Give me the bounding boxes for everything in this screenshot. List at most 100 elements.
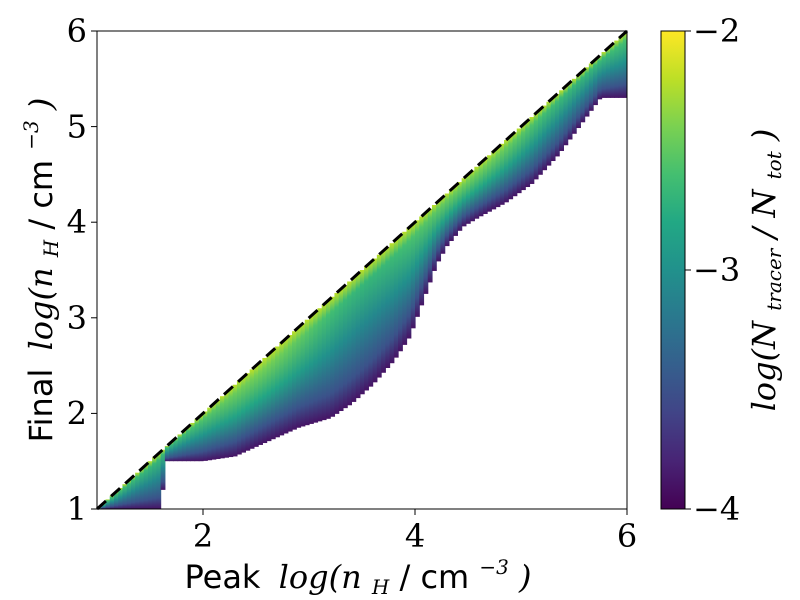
- density-column: [126, 480, 132, 509]
- y-axis-label-close: ): [22, 98, 60, 111]
- density-column: [300, 323, 306, 427]
- density-column: [487, 155, 492, 212]
- density-column: [406, 227, 412, 339]
- density-column: [457, 182, 463, 231]
- density-column: [152, 457, 157, 509]
- density-column: [559, 90, 564, 151]
- density-column: [440, 197, 446, 254]
- density-column: [482, 159, 488, 214]
- density-column: [130, 476, 136, 509]
- density-column: [474, 166, 480, 219]
- density-column: [512, 132, 518, 197]
- density-column: [342, 285, 348, 409]
- colorbar-tick-label: −4: [693, 490, 740, 528]
- density-column: [423, 212, 429, 294]
- density-column: [224, 392, 230, 458]
- density-column: [287, 335, 293, 432]
- density-column: [211, 403, 217, 460]
- colorbar-tick-label: −2: [693, 12, 740, 50]
- density-region: [97, 32, 627, 509]
- density-column: [410, 224, 416, 329]
- density-column: [372, 258, 378, 383]
- y-tick-label: 5: [67, 108, 87, 146]
- density-column: [368, 262, 374, 387]
- density-column: [177, 434, 183, 462]
- density-column: [415, 220, 420, 317]
- y-axis-label-sup: −3: [19, 120, 43, 149]
- density-column: [198, 415, 204, 462]
- density-column: [258, 361, 263, 445]
- density-column: [516, 128, 522, 194]
- x-axis-label-sub: H: [371, 575, 390, 599]
- density-column: [330, 296, 336, 417]
- density-column: [550, 97, 556, 162]
- density-column: [181, 430, 187, 462]
- density-column: [186, 426, 191, 462]
- density-column: [529, 117, 535, 184]
- density-column: [601, 52, 607, 98]
- density-column: [118, 487, 124, 509]
- x-axis-ticks: 2 4 6: [193, 509, 637, 555]
- density-column: [605, 48, 611, 98]
- density-column: [427, 208, 433, 283]
- density-column: [571, 78, 577, 134]
- x-tick-label: 2: [193, 517, 213, 555]
- colorbar-tick-label: −3: [693, 251, 740, 289]
- density-column: [521, 124, 526, 191]
- density-column: [245, 373, 251, 451]
- density-column: [610, 44, 615, 98]
- density-column: [249, 369, 255, 449]
- density-column: [351, 277, 357, 402]
- density-column: [398, 235, 403, 352]
- density-column: [554, 94, 560, 157]
- colorbar-label-sub1: tracer: [762, 247, 786, 311]
- density-column: [169, 442, 174, 462]
- density-column: [347, 281, 352, 406]
- y-axis-ticks: 1 2 3 4 5 6: [67, 12, 97, 528]
- x-axis-label-unit: / cm: [400, 558, 470, 596]
- density-column: [143, 465, 149, 509]
- colorbar-label-sub2: tot: [762, 150, 786, 179]
- density-column: [304, 319, 310, 426]
- density-column: [618, 36, 624, 98]
- density-column: [546, 101, 552, 166]
- plot-frame: [96, 30, 628, 510]
- density-column: [164, 445, 170, 462]
- density-column: [563, 86, 569, 146]
- density-column: [419, 216, 425, 306]
- density-column: [355, 273, 361, 399]
- density-column: [436, 201, 442, 262]
- colorbar-label-math: log(N: [745, 320, 783, 411]
- density-column: [313, 312, 319, 423]
- density-column: [173, 438, 179, 462]
- y-axis-label-sub: H: [39, 239, 63, 258]
- colorbar-label-close: ): [745, 129, 783, 142]
- x-axis-label-sup: −3: [479, 555, 508, 579]
- density-column: [584, 67, 590, 117]
- density-column: [317, 308, 323, 422]
- density-column: [135, 472, 140, 509]
- y-axis-label-unit: / cm: [22, 160, 60, 230]
- density-column: [453, 185, 458, 236]
- density-column: [113, 491, 119, 509]
- density-column: [109, 495, 115, 509]
- colorbar: [660, 30, 686, 510]
- x-axis-label-prefix: Peak: [184, 558, 260, 596]
- density-column: [597, 55, 603, 100]
- density-column: [262, 357, 268, 444]
- density-column: [275, 346, 280, 438]
- density-column: [504, 139, 509, 203]
- density-column: [215, 400, 221, 459]
- density-column: [241, 377, 246, 453]
- density-column: [537, 109, 543, 175]
- density-column: [325, 300, 331, 419]
- y-axis-label-math: log(n: [22, 267, 60, 350]
- density-column: [622, 32, 627, 98]
- density-column: [580, 71, 586, 123]
- density-column: [228, 388, 234, 458]
- y-axis-label: Final log(n H / cm −3 ): [8, 98, 66, 443]
- x-tick-label: 4: [405, 517, 425, 555]
- density-column: [190, 422, 196, 462]
- density-column: [567, 82, 573, 140]
